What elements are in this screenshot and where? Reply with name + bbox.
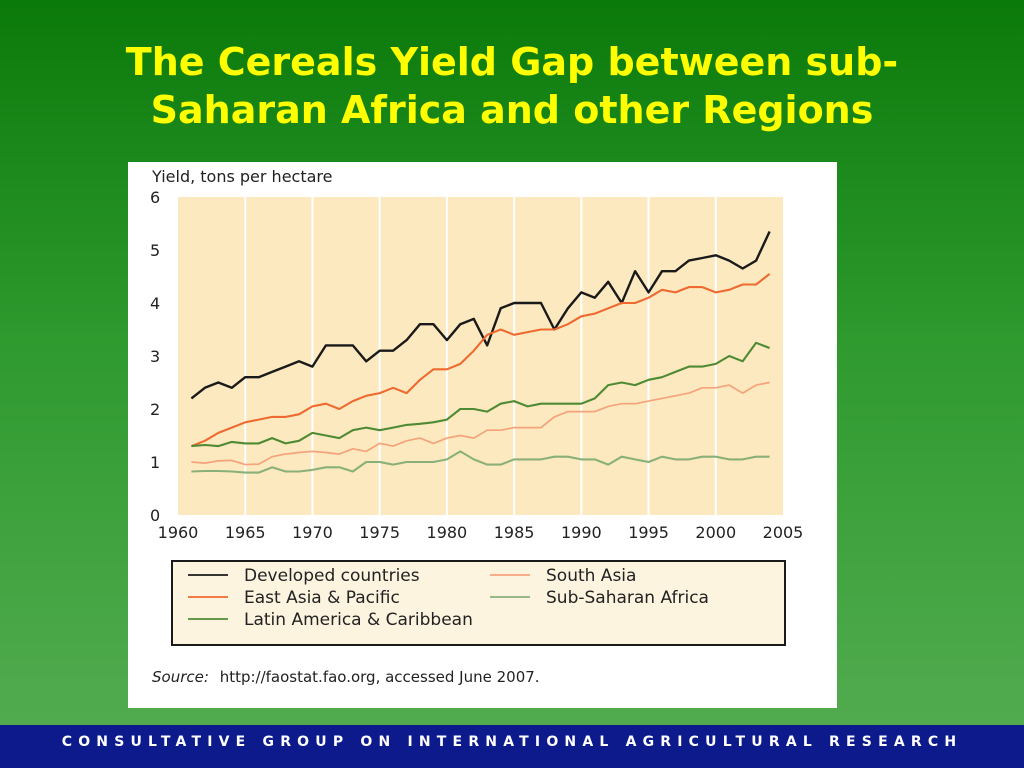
y-tick-4: 4 [150, 294, 160, 313]
y-tick-3: 3 [150, 347, 160, 366]
legend-label-sub-saharan-africa: Sub-Saharan Africa [546, 588, 709, 608]
slide-title: The Cereals Yield Gap between sub- Sahar… [40, 38, 984, 134]
footer-bar: CONSULTATIVE GROUP ON INTERNATIONAL AGRI… [0, 725, 1024, 768]
legend: Developed countries South Asia East Asia &… [188, 566, 709, 630]
x-tick-1970: 1970 [292, 523, 333, 542]
legend-label-east-asia-pacific: East Asia & Pacific [244, 588, 400, 608]
source-label: Source: [152, 668, 209, 686]
x-tick-1995: 1995 [628, 523, 669, 542]
chart-panel: Yield, tons per hectare 0 1 2 3 4 5 6 1960 1965… [128, 162, 837, 708]
x-tick-1965: 1965 [225, 523, 266, 542]
y-tick-0: 0 [150, 506, 160, 525]
x-tick-2005: 2005 [763, 523, 804, 542]
x-tick-1960: 1960 [158, 523, 199, 542]
x-tick-2000: 2000 [695, 523, 736, 542]
series-line-latin-america-caribbean [191, 341, 770, 448]
y-axis-label: Yield, tons per hectare [151, 167, 332, 186]
y-tick-2: 2 [150, 400, 160, 419]
x-tick-labels: 1960 1965 1970 1975 1980 1985 1990 1995 2000 2005 [158, 523, 804, 542]
title-line-2: Saharan Africa and other Regions [150, 88, 874, 132]
x-tick-1980: 1980 [427, 523, 468, 542]
y-tick-5: 5 [150, 241, 160, 260]
x-tick-1975: 1975 [359, 523, 400, 542]
title-line-1: The Cereals Yield Gap between sub- [125, 40, 899, 84]
grid-lines [244, 197, 717, 515]
plot-area [178, 197, 783, 515]
series-lines [190, 230, 771, 474]
source-note: Source: http://faostat.fao.org, accessed… [152, 668, 540, 686]
series-line-east-asia-pacific [191, 273, 771, 448]
series-line-developed-countries [190, 230, 771, 400]
x-tick-1990: 1990 [561, 523, 602, 542]
series-line-sub-saharan-africa [191, 450, 770, 474]
y-tick-1: 1 [150, 453, 160, 472]
x-tick-1985: 1985 [494, 523, 535, 542]
y-tick-labels: 0 1 2 3 4 5 6 [150, 188, 160, 525]
series-line-south-asia [191, 381, 770, 466]
legend-label-latin-america-caribbean: Latin America & Caribbean [244, 610, 473, 630]
legend-label-developed-countries: Developed countries [244, 566, 420, 586]
y-tick-6: 6 [150, 188, 160, 207]
yield-chart: Yield, tons per hectare 0 1 2 3 4 5 6 1960 1965… [150, 167, 804, 686]
footer-text: CONSULTATIVE GROUP ON INTERNATIONAL AGRI… [61, 734, 963, 750]
legend-box [171, 560, 786, 646]
source-url: http://faostat.fao.org, accessed June 20… [220, 668, 540, 686]
legend-label-south-asia: South Asia [546, 566, 636, 586]
